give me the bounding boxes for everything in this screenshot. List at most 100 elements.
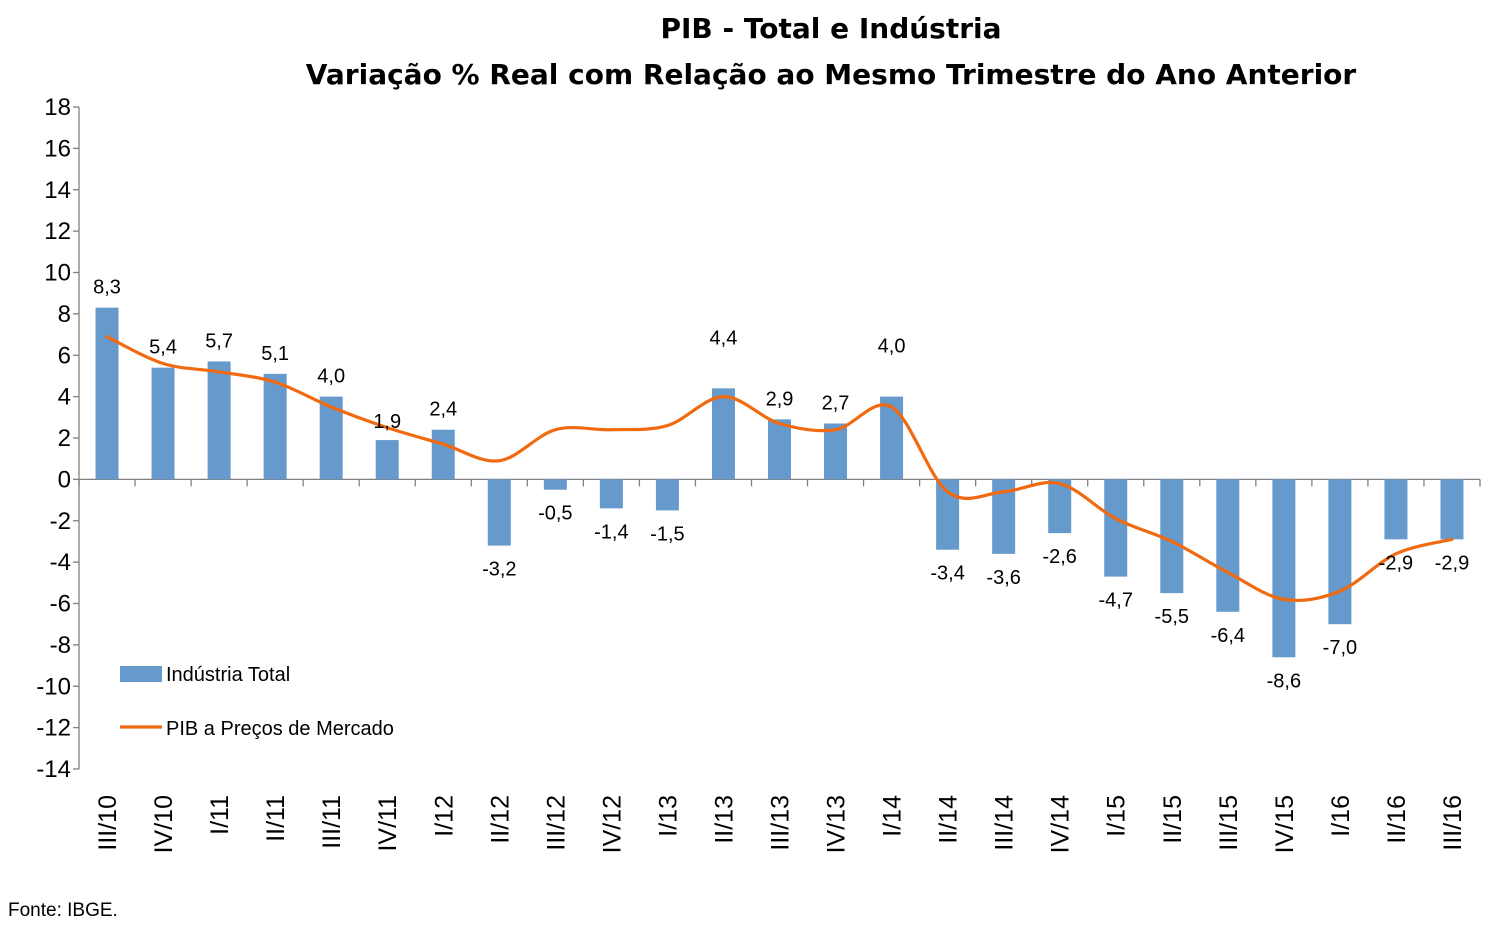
bar-data-label: -2,9 (1379, 552, 1413, 574)
bar-data-label: -2,6 (1042, 546, 1076, 568)
bar (207, 361, 231, 480)
legend-label-line: PIB a Preços de Mercado (166, 718, 394, 740)
bar-data-label: -7,0 (1323, 637, 1357, 659)
x-category-label: III/11 (318, 795, 346, 849)
bar (1384, 479, 1408, 540)
bar (95, 307, 119, 480)
bar-data-label: -0,5 (538, 503, 572, 525)
y-tick-label: 4 (58, 384, 71, 411)
y-tick-label: 10 (44, 260, 71, 287)
bar-data-label: 4,0 (317, 366, 345, 388)
bar (824, 423, 848, 480)
x-category-label: II/11 (262, 795, 290, 842)
y-tick-label: -10 (36, 673, 71, 700)
x-category-label: II/13 (710, 795, 738, 844)
y-tick-label: -12 (36, 715, 71, 742)
bar-data-label: 4,0 (878, 336, 906, 358)
bar (543, 479, 567, 490)
bar (263, 373, 287, 480)
bar-data-label: -1,5 (650, 523, 684, 545)
bar-data-label: -3,4 (930, 563, 964, 585)
y-tick-label: 6 (58, 342, 71, 369)
line-series-pib (105, 335, 1454, 603)
bar (1104, 479, 1128, 577)
data-labels: 8,3 5,4 5,7 5,1 4,0 1,9 2,4 -3,2 -0,5 -1,4 -1,5 4,4… (93, 277, 1469, 693)
x-category-label: III/16 (1439, 795, 1467, 851)
y-tick-label: 18 (44, 94, 71, 121)
bar (375, 440, 399, 480)
bar (880, 396, 904, 480)
bar-data-label: -1,4 (594, 521, 628, 543)
y-tick-label: -6 (50, 591, 71, 618)
x-category-label: II/14 (935, 795, 963, 844)
bar (1440, 479, 1464, 540)
bar-data-label: 8,3 (93, 277, 121, 299)
legend-label-bar: Indústria Total (166, 664, 290, 686)
y-tick-label: 12 (44, 218, 71, 245)
x-category-label: II/15 (1159, 795, 1187, 844)
bar-data-label: 1,9 (373, 411, 401, 433)
x-category-label: IV/14 (1047, 795, 1075, 853)
bar-data-label: 5,1 (261, 343, 289, 365)
bar-data-label: -2,9 (1435, 552, 1469, 574)
x-category-label: III/10 (94, 795, 122, 851)
pib-line (105, 335, 1454, 603)
bar (151, 367, 175, 480)
legend-swatch-bar (120, 666, 162, 682)
bar (711, 388, 735, 480)
bar-data-label: -8,6 (1267, 670, 1301, 692)
bar (1048, 479, 1072, 534)
x-category-label: II/12 (486, 795, 514, 844)
x-category-label: III/12 (542, 795, 570, 851)
bar (599, 479, 623, 509)
legend: Indústria Total PIB a Preços de Mercado (120, 664, 394, 740)
y-tick-label: 14 (44, 177, 71, 204)
chart-title: PIB - Total e Indústria (660, 12, 1001, 45)
bar-data-label: 4,4 (710, 327, 738, 349)
x-category-label: I/11 (206, 795, 234, 835)
x-category-label: I/14 (879, 795, 907, 837)
bar-data-label: 2,9 (766, 388, 794, 410)
x-category-label: IV/12 (598, 795, 626, 853)
bar-data-label: 5,7 (205, 330, 233, 352)
y-tick-label: -2 (50, 508, 71, 535)
bar-data-label: -4,7 (1099, 590, 1133, 612)
y-tick-label: 0 (58, 466, 71, 493)
bar (319, 396, 343, 480)
y-tick-label: -8 (50, 632, 71, 659)
x-category-label: III/13 (767, 795, 795, 851)
bar-data-label: -5,5 (1155, 606, 1189, 628)
bar (768, 419, 791, 480)
bar (655, 479, 679, 511)
x-category-label: IV/10 (150, 795, 178, 853)
axes: 18 16 14 12 10 8 6 4 2 0 -2 -4 -6 -8 -10 -12 -14 III/10 IV… (36, 94, 1481, 853)
y-tick-label: -14 (36, 756, 71, 783)
x-category-label: I/15 (1103, 795, 1131, 837)
bar (992, 479, 1016, 554)
x-category-label: IV/15 (1271, 795, 1299, 853)
bar-data-label: 2,7 (822, 393, 850, 415)
x-category-label: III/14 (991, 795, 1019, 851)
x-category-label: IV/13 (823, 795, 851, 853)
y-tick-label: -4 (50, 549, 71, 576)
bar (1328, 479, 1352, 625)
bar (1216, 479, 1240, 612)
bar-series-industria-total (95, 307, 1464, 658)
y-tick-label: 8 (58, 301, 71, 328)
bar-data-label: -3,2 (482, 559, 516, 581)
bar-data-label: 2,4 (429, 399, 457, 421)
x-category-label: I/16 (1327, 795, 1355, 837)
bar (1160, 479, 1184, 594)
chart-subtitle: Variação % Real com Relação ao Mesmo Tri… (306, 58, 1357, 91)
bar-data-label: 5,4 (149, 337, 177, 359)
y-tick-label: 16 (44, 135, 71, 162)
bar (487, 479, 511, 546)
y-tick-label: 2 (58, 425, 71, 452)
x-category-label: III/15 (1215, 795, 1243, 851)
bar-data-label: -6,4 (1211, 625, 1245, 647)
bar-data-label: -3,6 (986, 567, 1020, 589)
bar (431, 429, 455, 480)
x-category-label: II/16 (1383, 795, 1411, 844)
source-note: Fonte: IBGE. (8, 900, 118, 921)
